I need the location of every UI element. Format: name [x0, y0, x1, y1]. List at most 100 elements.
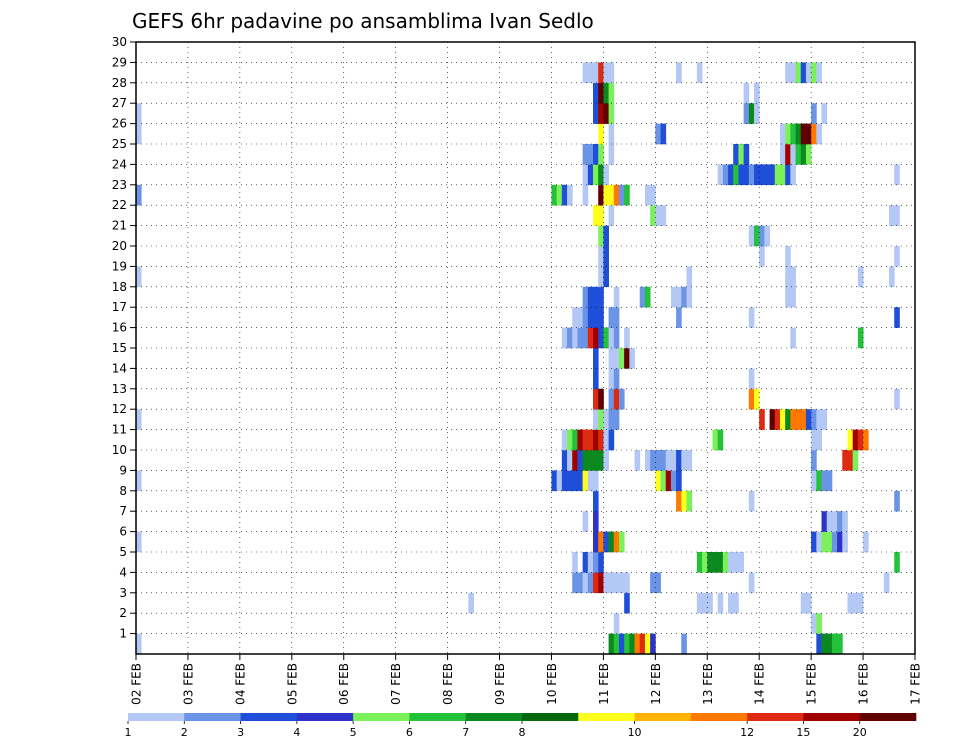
y-tick-label: 4 — [119, 565, 127, 579]
heatmap-cell — [733, 592, 739, 614]
heatmap-cell — [608, 103, 615, 124]
heatmap-cell — [587, 552, 594, 573]
heatmap-cell — [821, 409, 828, 430]
heatmap-cell — [655, 572, 661, 594]
heatmap-cell — [811, 409, 817, 430]
heatmap-cell — [816, 429, 822, 451]
legend-swatch — [578, 713, 635, 721]
heatmap-cell — [660, 470, 667, 492]
heatmap-cell — [618, 572, 625, 594]
heatmap-cell — [779, 123, 786, 145]
heatmap-cell — [644, 286, 651, 308]
heatmap-cell — [655, 450, 661, 471]
y-tick-label: 24 — [112, 157, 127, 171]
y-tick-label: 14 — [112, 361, 127, 375]
heatmap-cell — [759, 409, 765, 430]
heatmap-cell — [598, 409, 604, 430]
heatmap-cell — [670, 470, 677, 492]
heatmap-cell — [660, 450, 667, 471]
heatmap-cell — [593, 368, 599, 390]
heatmap-cell — [769, 164, 776, 186]
heatmap-cell — [821, 470, 828, 492]
heatmap-cell — [894, 552, 900, 573]
heatmap-cell — [634, 633, 641, 655]
y-tick-label: 16 — [112, 321, 127, 335]
heatmap-cell — [785, 409, 791, 430]
legend-swatch — [184, 713, 241, 721]
heatmap-cell — [593, 307, 599, 328]
heatmap-cell — [582, 429, 589, 451]
heatmap-cell — [707, 592, 713, 614]
heatmap-cell — [593, 531, 599, 553]
heatmap-cell — [842, 511, 848, 532]
heatmap-cell — [707, 552, 713, 573]
heatmap-cell — [608, 327, 615, 349]
legend-label: 6 — [406, 726, 413, 739]
heatmap-cell — [686, 450, 693, 471]
heatmap-cell — [608, 429, 615, 451]
heatmap-cell — [785, 246, 791, 267]
heatmap-cell — [593, 286, 599, 308]
heatmap-cell — [696, 62, 703, 84]
heatmap-cell — [712, 429, 719, 451]
heatmap-cell — [821, 633, 828, 655]
heatmap-cell — [826, 633, 833, 655]
heatmap-cell — [598, 572, 604, 594]
heatmap-cell — [136, 266, 142, 288]
heatmap-cell — [811, 123, 817, 145]
heatmap-cell — [629, 633, 635, 655]
heatmap-cell — [598, 429, 604, 451]
heatmap-cell — [676, 62, 682, 84]
heatmap-cell — [587, 307, 594, 328]
heatmap-cell — [567, 327, 573, 349]
heatmap-cell — [593, 82, 599, 104]
legend-label: 12 — [740, 726, 754, 739]
x-tick-label: 07 FEB — [389, 663, 403, 705]
grid-lines — [136, 42, 915, 654]
legend-label: 8 — [519, 726, 526, 739]
heatmap-cell — [613, 307, 620, 328]
heatmap-cell — [577, 307, 584, 328]
y-tick-label: 9 — [119, 463, 127, 477]
heatmap-cell — [613, 388, 620, 410]
heatmap-cell — [572, 429, 578, 451]
heatmap-cell — [624, 184, 630, 206]
heatmap-cell — [593, 103, 599, 124]
heatmap-cell — [598, 62, 604, 84]
heatmap-cell — [811, 613, 817, 634]
heatmap-cell — [816, 409, 822, 430]
y-tick-label: 5 — [119, 545, 127, 559]
heatmap-cell — [650, 572, 656, 594]
heatmap-cell — [608, 572, 615, 594]
heatmap-cell — [598, 388, 604, 410]
heatmap-cell — [738, 144, 745, 165]
legend-label: 1 — [125, 726, 132, 739]
heatmap-cell — [603, 409, 609, 430]
heatmap-cell — [608, 409, 615, 430]
heatmap-cell — [754, 103, 760, 124]
heatmap-cell — [136, 633, 142, 655]
heatmap-cell — [821, 531, 828, 553]
legend-label: 2 — [181, 726, 188, 739]
heatmap-cell — [572, 327, 578, 349]
heatmap-cell — [577, 327, 584, 349]
y-tick-label: 10 — [112, 443, 127, 457]
legend-swatch — [803, 713, 861, 721]
heatmap-cell — [847, 592, 854, 614]
heatmap-cell — [811, 531, 817, 553]
x-tick-label: 04 FEB — [233, 663, 247, 705]
heatmap-cell — [608, 62, 615, 84]
heatmap-cell — [826, 531, 833, 553]
heatmap-cell — [816, 62, 822, 84]
heatmap-cell — [655, 123, 661, 145]
heatmap-cell — [795, 409, 802, 430]
legend-swatch — [634, 713, 692, 721]
y-tick-label: 27 — [112, 96, 127, 110]
y-tick-label: 8 — [119, 484, 127, 498]
heatmap-cell — [800, 592, 807, 614]
heatmap-cell — [650, 205, 656, 226]
heatmap-cell — [665, 470, 672, 492]
heatmap-cell — [603, 327, 609, 349]
heatmap-cell — [613, 572, 620, 594]
x-tick-label: 10 FEB — [545, 663, 559, 705]
